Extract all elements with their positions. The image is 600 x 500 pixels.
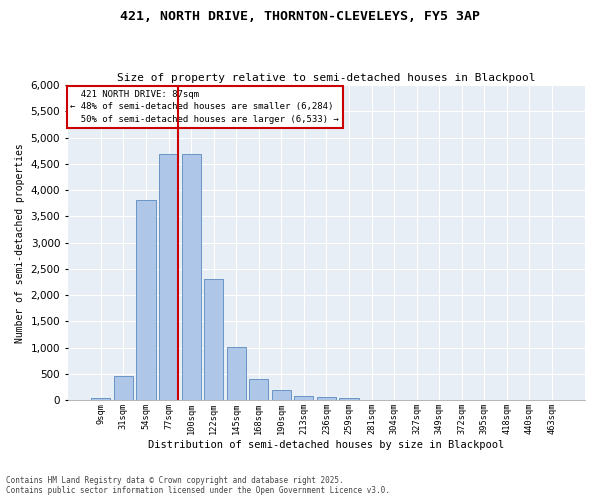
Bar [136,200,155,400]
Bar [182,154,200,400]
Bar [340,398,359,400]
Text: 421 NORTH DRIVE: 87sqm
← 48% of semi-detached houses are smaller (6,284)
  50% o: 421 NORTH DRIVE: 87sqm ← 48% of semi-det… [70,90,339,124]
Bar [272,390,291,400]
Bar [114,376,133,400]
X-axis label: Distribution of semi-detached houses by size in Blackpool: Distribution of semi-detached houses by … [148,440,505,450]
Title: Size of property relative to semi-detached houses in Blackpool: Size of property relative to semi-detach… [117,73,536,83]
Bar [317,398,336,400]
Bar [204,279,223,400]
Bar [227,347,246,400]
Text: 421, NORTH DRIVE, THORNTON-CLEVELEYS, FY5 3AP: 421, NORTH DRIVE, THORNTON-CLEVELEYS, FY… [120,10,480,23]
Bar [159,154,178,400]
Bar [249,378,268,400]
Y-axis label: Number of semi-detached properties: Number of semi-detached properties [15,143,25,342]
Text: Contains HM Land Registry data © Crown copyright and database right 2025.
Contai: Contains HM Land Registry data © Crown c… [6,476,390,495]
Bar [294,396,313,400]
Bar [91,398,110,400]
